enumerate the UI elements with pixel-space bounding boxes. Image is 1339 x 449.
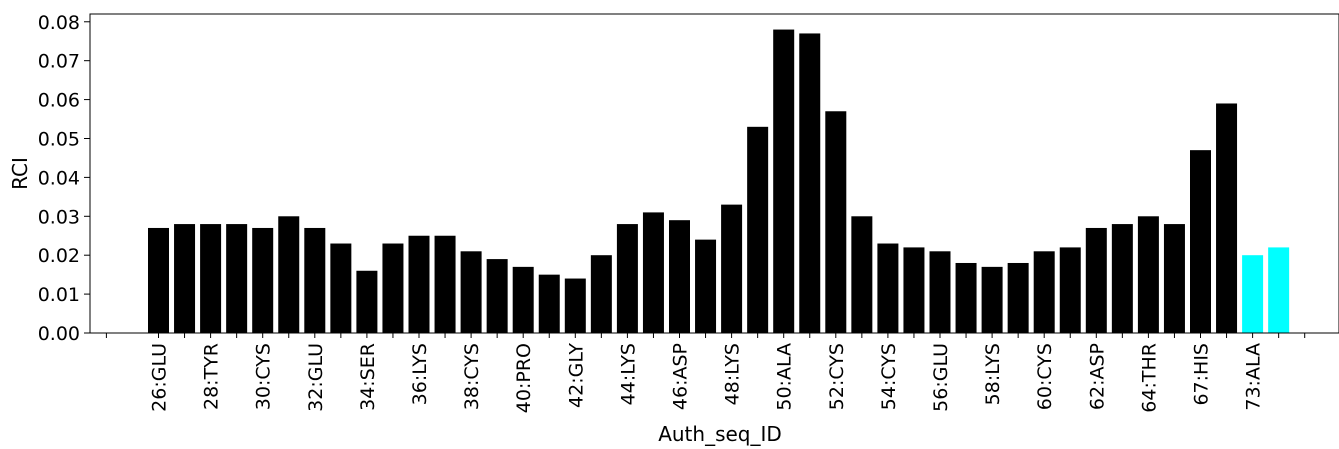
y-axis-title: RCI (8, 157, 32, 190)
x-tick-label: 38:CYS (461, 343, 483, 410)
bar-54:CYS (877, 243, 899, 333)
x-tick-label: 50:ALA (774, 343, 796, 411)
bar-39 (486, 259, 508, 333)
x-axis-title: Auth_seq_ID (658, 422, 782, 446)
x-tick-label: 67:HIS (1191, 343, 1213, 406)
bar-62:ASP (1085, 227, 1107, 333)
bar-33 (330, 243, 352, 333)
bar-53 (851, 216, 873, 333)
bar-36:LYS (408, 235, 430, 333)
bar-32:GLU (304, 227, 326, 333)
bar-45 (642, 212, 664, 333)
bar-59 (1007, 262, 1029, 333)
x-tick-label: 32:GLU (305, 343, 327, 412)
bar-37 (434, 235, 456, 333)
bar-46:ASP (669, 220, 690, 333)
x-tick-label: 42:GLY (565, 343, 587, 408)
plot-frame (89, 13, 1339, 334)
x-tick-label: 30:CYS (253, 343, 275, 410)
y-tick-label: 0.08 (38, 12, 80, 34)
bar-35 (382, 243, 404, 333)
bar-65 (1163, 224, 1185, 333)
bar-48:LYS (721, 204, 743, 333)
x-tick-label: 36:LYS (409, 343, 431, 405)
x-tick-label: 73:ALA (1243, 343, 1265, 411)
x-tick-label: 54:CYS (878, 343, 900, 410)
bar-40:PRO (512, 266, 534, 333)
bar-49 (747, 126, 769, 333)
x-tick-label: 34:SER (357, 343, 379, 411)
bar-38:CYS (460, 251, 482, 333)
bar-52:CYS (825, 111, 847, 333)
bar-29 (226, 224, 248, 333)
bar-63 (1111, 224, 1133, 333)
x-tick-label: 28:TYR (201, 343, 223, 410)
bar-28:TYR (200, 224, 222, 333)
x-tick-label: 52:CYS (826, 343, 848, 410)
x-axis: 26:GLU 28:TYR 30:CYS 32:GLU 34:SER 36:LYS 38:C… (105, 333, 1306, 413)
bar-51 (799, 33, 821, 333)
y-tick-label: 0.06 (38, 90, 80, 112)
bar-26:GLU (148, 227, 169, 333)
bar-73:ALA (1242, 255, 1264, 333)
x-tick-label: 56:GLU (930, 343, 952, 412)
x-tick-label: 44:LYS (617, 343, 639, 405)
x-tick-label: 46:ASP (670, 343, 692, 410)
bar-58:LYS (981, 266, 1003, 333)
y-tick-label: 0.01 (38, 284, 80, 306)
bars-group (148, 29, 1290, 334)
bar-27 (174, 224, 196, 333)
y-tick-label: 0.02 (38, 245, 80, 267)
x-tick-label: 60:CYS (1034, 343, 1056, 410)
bar-50:ALA (773, 29, 795, 334)
bar-30:CYS (252, 227, 274, 333)
bar-55 (903, 247, 925, 333)
y-tick-label: 0.07 (38, 51, 80, 73)
bar-31 (278, 216, 300, 333)
x-tick-label: 62:ASP (1086, 343, 1108, 410)
bar-61 (1059, 247, 1081, 333)
bar-60:CYS (1033, 251, 1055, 333)
y-tick-label: 0.03 (38, 206, 80, 228)
bar-56:GLU (929, 251, 951, 333)
x-tick-label: 58:LYS (982, 343, 1004, 405)
y-axis: 0.00 0.01 0.02 0.03 0.04 0.05 0.06 0.07 0.08 (38, 12, 90, 345)
bar-44:LYS (616, 224, 638, 333)
y-tick-label: 0.05 (38, 128, 80, 150)
y-tick-label: 0.04 (38, 167, 80, 189)
x-tick-label: 64:THR (1138, 343, 1160, 413)
x-tick-label: 48:LYS (722, 343, 744, 405)
bar-74 (1268, 247, 1290, 333)
x-tick-label: 40:PRO (513, 343, 535, 413)
bar-57 (955, 262, 977, 333)
x-tick-label: 26:GLU (149, 343, 171, 412)
bar-47 (695, 239, 717, 333)
bar-68 (1216, 103, 1238, 333)
bar-43 (590, 255, 612, 333)
bar-67:HIS (1190, 150, 1211, 333)
y-tick-label: 0.00 (38, 323, 80, 345)
bar-64:THR (1137, 216, 1159, 333)
bar-41 (538, 274, 560, 333)
bar-34:SER (356, 270, 378, 333)
bar-42:GLY (564, 278, 586, 333)
